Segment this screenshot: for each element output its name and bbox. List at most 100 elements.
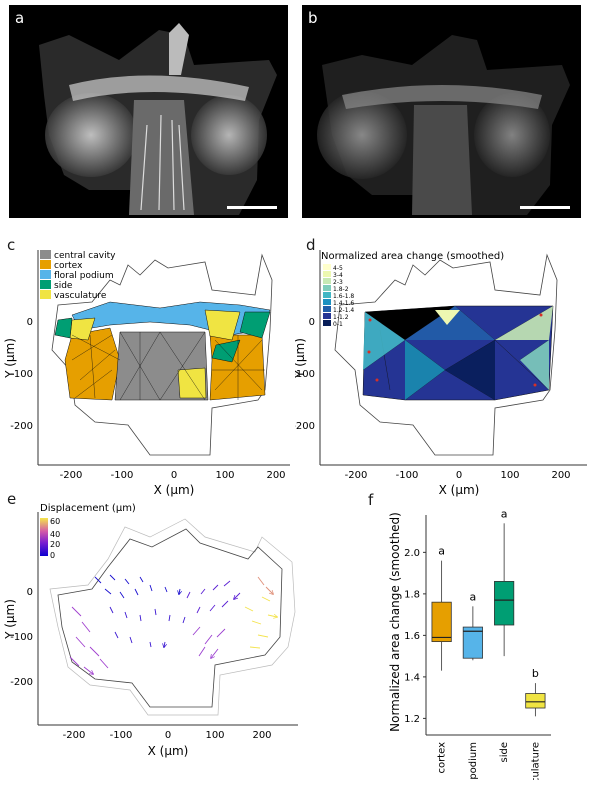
- legend-item: central cavity: [54, 251, 116, 261]
- panel-label-e: e: [7, 490, 17, 508]
- legend-d: 4-5 3-4 2-3 1.8-2 1.6-1.8 1.4-1.6 1.2-1.…: [323, 264, 354, 328]
- y-tick-label: 1.2: [404, 714, 420, 725]
- x-tick-label: 200: [252, 730, 271, 741]
- legend-item: 1.6-1.8: [333, 293, 354, 300]
- tissue-image-b: [317, 35, 570, 215]
- panel-label-b: b: [308, 9, 318, 27]
- panel-label-c: c: [7, 236, 16, 254]
- x-axis-title: X (µm): [439, 483, 480, 497]
- box-vasculature: b: [525, 667, 546, 717]
- significance-letter: a: [470, 590, 477, 603]
- y-tick-label: 1.6: [404, 631, 420, 642]
- colorbar-tick: 60: [50, 517, 60, 526]
- y-tick-label: -200: [10, 421, 33, 432]
- x-tick-label: 0: [165, 730, 171, 741]
- panel-f-boxplot: Normalized area change (smoothed) 1.2 1.4…: [388, 510, 551, 780]
- x-tick-label: -100: [110, 730, 133, 741]
- box: [462, 626, 483, 659]
- legend-item: 1.2-1.4: [333, 307, 354, 314]
- significance-letter: a: [501, 510, 508, 520]
- legend-title: Normalized area change (smoothed): [321, 251, 504, 262]
- panel-label-a: a: [15, 9, 25, 27]
- y-tick-label: -100: [10, 632, 33, 643]
- colorbar: [40, 518, 48, 556]
- legend-item: 4-5: [333, 265, 343, 272]
- x-tick-label: 100: [215, 470, 234, 481]
- legend-item: 1.8-2: [333, 286, 349, 293]
- y-axis-title: Normalized area change (smoothed): [388, 512, 402, 732]
- box: [431, 601, 452, 643]
- mesh-cell: [520, 340, 549, 390]
- mesh-cell: [405, 340, 445, 400]
- panel-label-f: f: [368, 491, 374, 509]
- mesh-cell: [405, 306, 495, 340]
- mesh-cell: [363, 312, 405, 370]
- panel-e-plot: Displacement (µm) 60 40 20 0 0 -100 -200…: [3, 503, 298, 758]
- x-axis-title: X (µm): [154, 483, 195, 497]
- y-tick-label: 0: [309, 317, 315, 328]
- region-side-right: [239, 311, 271, 339]
- y-tick-label: 2.0: [404, 548, 420, 559]
- x-tick-label: -200: [63, 730, 86, 741]
- y-axis-title: Y (µm): [295, 338, 307, 379]
- legend-item: 1-1.2: [333, 314, 349, 321]
- box: [525, 693, 546, 709]
- y-tick-label: 1.8: [404, 589, 420, 600]
- region-side-inner: [211, 339, 241, 363]
- legend-item: vasculature: [54, 291, 107, 301]
- y-axis-title: Y (µm): [3, 599, 17, 640]
- y-tick-label: 1.4: [404, 672, 420, 683]
- scale-bar-b: [520, 206, 570, 209]
- scale-bar-a: [227, 206, 277, 209]
- mesh-cell: [445, 340, 495, 400]
- x-tick-label: 200: [266, 470, 285, 481]
- colorbar-tick: 20: [50, 540, 60, 549]
- x-tick-label: side: [499, 742, 510, 763]
- x-tick-label: 0: [171, 470, 177, 481]
- colorbar-tick: 40: [50, 530, 60, 539]
- legend-c: central cavity cortex floral podium side…: [40, 250, 116, 301]
- x-tick-label: vasculature: [530, 742, 541, 780]
- y-tick-label: -200: [295, 421, 315, 432]
- panel-label-d: d: [306, 236, 316, 254]
- box-floral-podium: a: [462, 590, 483, 661]
- x-tick-label: 100: [500, 470, 519, 481]
- legend-item: 1.4-1.6: [333, 300, 354, 307]
- legend-item: 0-1: [333, 321, 343, 328]
- legend-item: 2-3: [333, 279, 343, 286]
- y-tick-label: 0: [27, 587, 33, 598]
- displacement-arrows: [69, 574, 277, 674]
- x-tick-label: 0: [456, 470, 462, 481]
- y-axis-title: Y (µm): [3, 338, 17, 379]
- legend-item: side: [54, 281, 73, 291]
- y-tick-label: 0: [27, 317, 33, 328]
- significance-letter: a: [438, 545, 445, 558]
- x-tick-label: -200: [60, 470, 83, 481]
- region-vasculature-mid: [177, 367, 207, 399]
- mesh-nodes-d: [367, 313, 543, 387]
- box-side: a: [494, 510, 515, 657]
- x-tick-label: floral podium: [468, 742, 479, 780]
- x-tick-label: -100: [396, 470, 419, 481]
- x-axis-title: X (µm): [148, 744, 189, 758]
- legend-item: cortex: [54, 261, 83, 271]
- region-side-left: [54, 317, 73, 339]
- region-vasculature-right: [204, 309, 241, 341]
- x-tick-label: -200: [345, 470, 368, 481]
- mesh-cell: [495, 306, 553, 340]
- y-tick-label: -100: [10, 369, 33, 380]
- box: [494, 581, 515, 626]
- y-tick-label: -100: [295, 369, 315, 380]
- panel-d-plot: Normalized area change (smoothed) 4-5 3-…: [295, 250, 587, 497]
- legend-item: 3-4: [333, 272, 343, 279]
- significance-letter: b: [532, 667, 539, 680]
- x-tick-label: 200: [551, 470, 570, 481]
- x-tick-label: 100: [205, 730, 224, 741]
- box-cortex: a: [431, 545, 452, 671]
- mesh-cell: [435, 310, 460, 325]
- colorbar-tick: 0: [50, 551, 55, 560]
- legend-title: Displacement (µm): [40, 503, 136, 514]
- panel-c-plot: central cavity cortex floral podium side…: [3, 250, 290, 497]
- y-tick-label: -200: [10, 677, 33, 688]
- micrograph-a: a: [9, 5, 288, 218]
